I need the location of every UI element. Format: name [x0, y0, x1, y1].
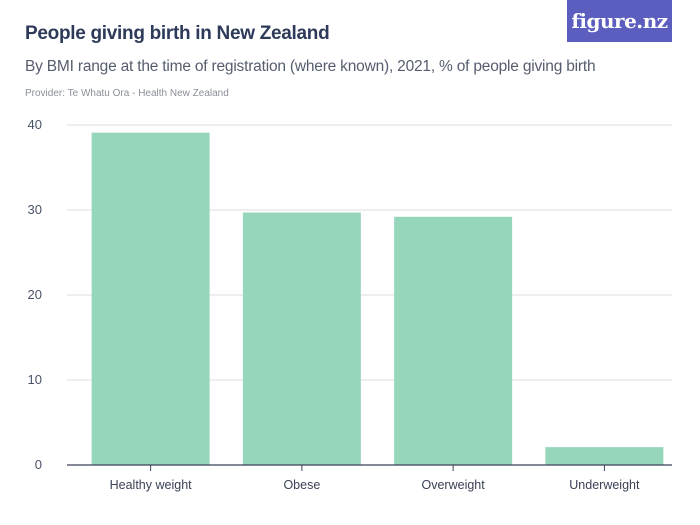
x-axis [67, 464, 672, 471]
y-tick-label: 10 [28, 372, 42, 387]
x-tick-label: Healthy weight [110, 478, 193, 492]
y-tick-label: 20 [28, 287, 42, 302]
chart-subtitle: By BMI range at the time of registration… [25, 58, 596, 75]
x-axis-tick-labels: Healthy weight Obese Overweight Underweight [110, 478, 640, 492]
x-tick-label: Underweight [569, 478, 640, 492]
bar-underweight[interactable] [545, 447, 664, 465]
y-tick-label: 0 [35, 457, 42, 472]
figure-nz-logo[interactable]: figure.nz [567, 0, 672, 42]
x-tick-label: Obese [283, 478, 320, 492]
bar-healthy-weight[interactable] [91, 132, 210, 465]
bars [91, 132, 664, 465]
y-axis-tick-labels: 0 10 20 30 40 [28, 117, 42, 472]
bar-obese[interactable] [242, 212, 361, 465]
x-tick-label: Overweight [422, 478, 486, 492]
y-tick-label: 40 [28, 117, 42, 132]
data-provider: Provider: Te Whatu Ora - Health New Zeal… [25, 88, 229, 99]
y-tick-label: 30 [28, 202, 42, 217]
chart-title: People giving birth in New Zealand [25, 23, 330, 44]
bar-overweight[interactable] [394, 216, 513, 465]
